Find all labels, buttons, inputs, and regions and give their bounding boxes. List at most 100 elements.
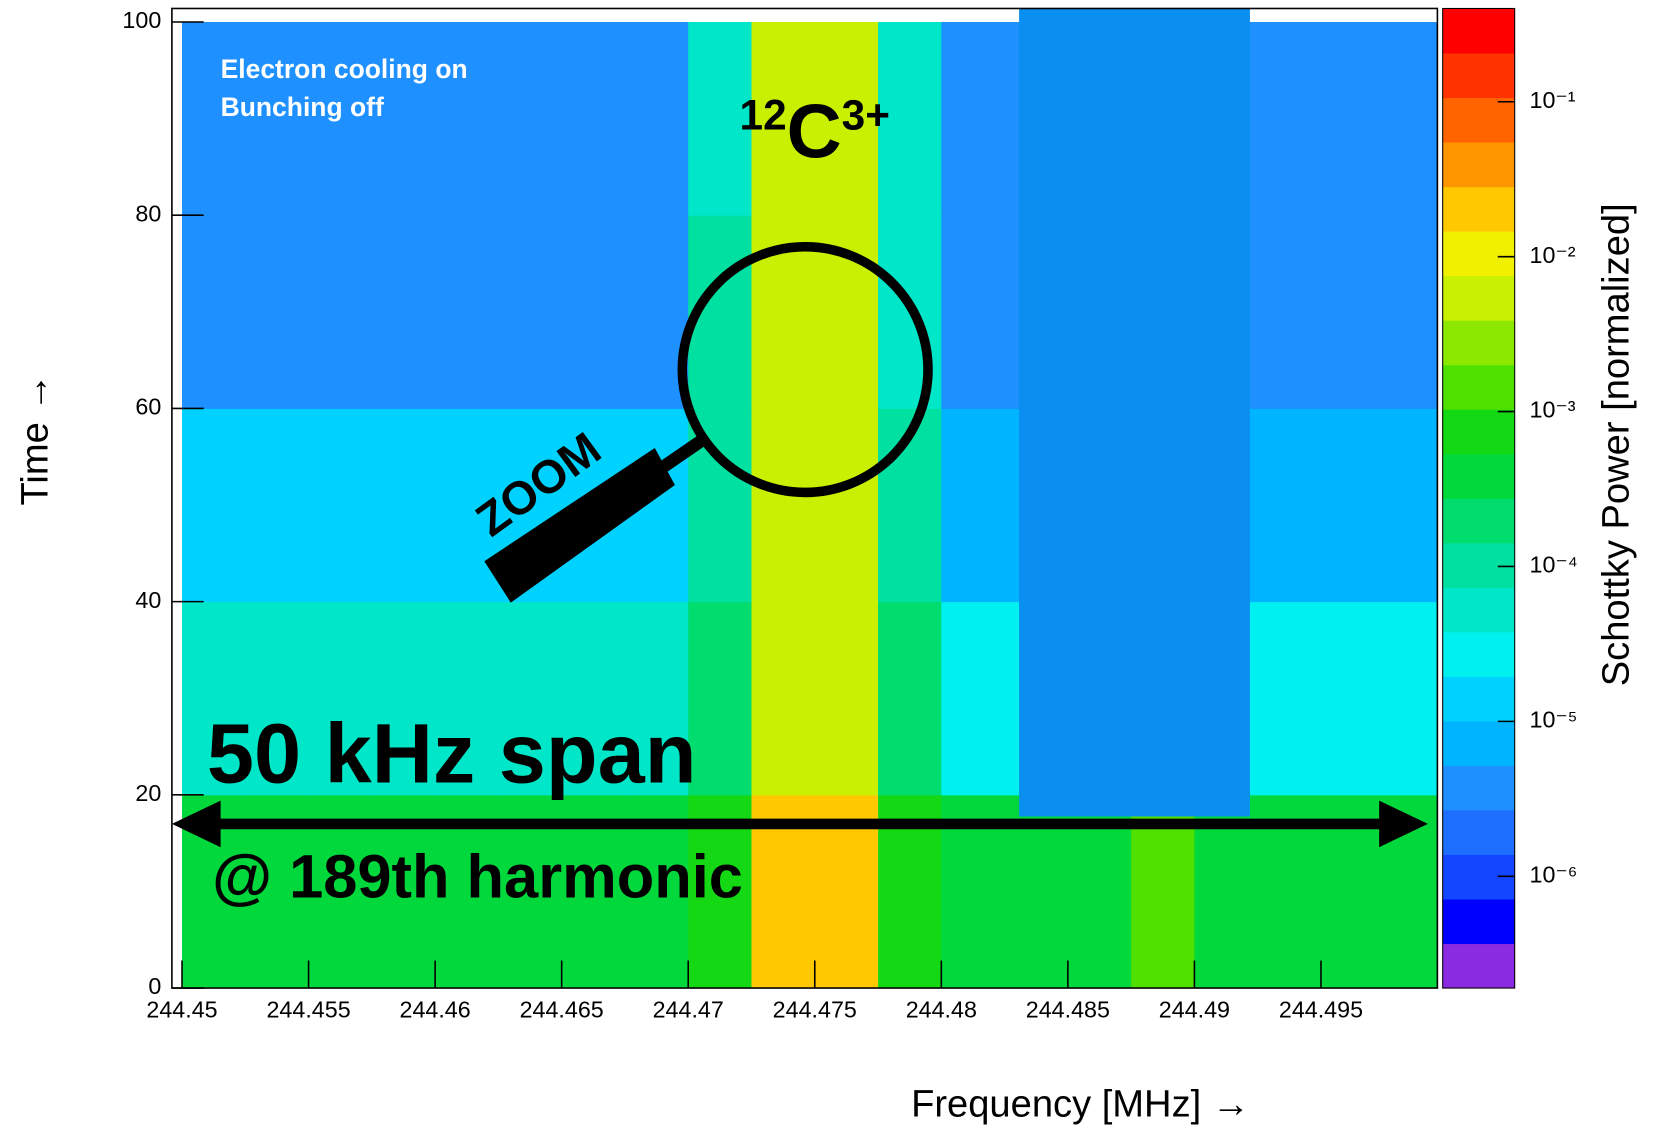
annotation: Bunching off	[221, 92, 384, 122]
heatmap-cell	[688, 601, 753, 796]
heatmap-cell	[1384, 601, 1438, 796]
x-tick-label: 244.49	[1159, 996, 1230, 1022]
colorbar	[1442, 8, 1515, 989]
heatmap-cell	[1257, 408, 1322, 603]
colorbar-swatch	[1442, 409, 1515, 455]
heatmap-cell	[308, 408, 373, 603]
heatmap-cell	[1320, 408, 1385, 603]
heatmap-cell	[941, 601, 1006, 796]
y-axis-label: Time →	[13, 373, 56, 505]
heatmap-cell	[182, 601, 246, 796]
colorbar-swatch	[1442, 142, 1515, 188]
colorbar-swatch	[1442, 52, 1515, 99]
colorbar-swatch	[1442, 765, 1515, 811]
colorbar-swatch	[1442, 498, 1515, 544]
x-tick-label: 244.475	[773, 996, 857, 1022]
colorbar-swatch	[1442, 364, 1515, 410]
heatmap-cell	[878, 21, 942, 216]
colorbar-tick-label: 10⁻⁴	[1530, 552, 1578, 578]
heatmap-cell	[814, 21, 879, 216]
heatmap-cell	[182, 21, 246, 216]
span-label: 50 kHz span	[207, 706, 697, 801]
heatmap-cell	[751, 21, 816, 216]
heatmap-cell	[1320, 21, 1385, 216]
colorbar-tick-label: 10⁻⁶	[1530, 861, 1578, 887]
ion-element: C	[787, 90, 842, 175]
x-tick-label: 244.45	[146, 996, 217, 1022]
heatmap-cell	[435, 601, 499, 796]
x-tick-label: 244.455	[266, 996, 350, 1022]
heatmap-cell	[308, 21, 373, 216]
heatmap-cell	[688, 21, 753, 216]
heatmap-cell	[308, 215, 373, 409]
heatmap-cell	[941, 21, 1006, 216]
x-tick-label: 244.495	[1279, 996, 1363, 1022]
y-tick-label: 100	[122, 7, 161, 33]
ion-mass: 12	[740, 92, 787, 139]
heatmap-cell	[371, 408, 436, 603]
heatmap-cell	[751, 601, 816, 796]
heatmap-cell	[1320, 601, 1385, 796]
x-tick-label: 244.48	[906, 996, 977, 1022]
colorbar-swatch	[1442, 275, 1515, 321]
heatmap-cell	[1384, 21, 1438, 216]
ion-label: 12C3+	[740, 90, 890, 175]
x-tick-label: 244.465	[520, 996, 604, 1022]
heatmap-cell	[245, 215, 310, 409]
heatmap-cell	[1320, 215, 1385, 409]
colorbar-swatch	[1442, 631, 1515, 677]
heatmap-cell	[371, 601, 436, 796]
heatmap-cell	[561, 601, 626, 796]
harmonic-label: @ 189th harmonic	[212, 842, 743, 911]
heatmap-cell	[561, 215, 626, 409]
heatmap-cell	[1257, 601, 1322, 796]
heatmap-cell	[561, 21, 626, 216]
heatmap-cell	[245, 21, 310, 216]
x-tick-label: 244.485	[1026, 996, 1110, 1022]
colorbar-swatch	[1442, 943, 1515, 989]
colorbar-swatch	[1442, 453, 1515, 499]
plot-frame	[171, 7, 1439, 989]
heatmap-cell	[498, 215, 563, 409]
heatmap-cell	[182, 215, 246, 409]
heatmap-cell	[245, 601, 310, 796]
annotation: Electron cooling on	[221, 54, 468, 84]
heatmap-cell	[941, 408, 1006, 603]
y-tick-label: 60	[135, 394, 161, 420]
heatmap-cell	[182, 408, 246, 603]
span-arrow	[171, 800, 1428, 848]
heatmap-cell	[1257, 215, 1322, 409]
colorbar-frame	[1442, 7, 1516, 989]
colorbar-swatch	[1442, 8, 1515, 54]
heatmap-cell	[751, 408, 816, 603]
colorbar-swatch	[1442, 587, 1515, 633]
y-tick-label: 80	[135, 200, 161, 226]
heatmap-cell	[1257, 21, 1322, 216]
heatmap-cell	[941, 215, 1006, 409]
heatmap-cell	[435, 408, 499, 603]
colorbar-tick-label: 10⁻²	[1530, 242, 1576, 268]
colorbar-swatch	[1442, 809, 1515, 855]
colorbar-swatch	[1442, 720, 1515, 766]
heatmap-cell	[1384, 408, 1438, 603]
y-tick-label: 0	[148, 973, 161, 999]
heatmap-cell	[498, 601, 563, 796]
ion-charge: 3+	[842, 92, 890, 139]
y-tick-label: 20	[135, 780, 161, 806]
colorbar-swatch	[1442, 542, 1515, 588]
heatmap-cell	[624, 601, 689, 796]
heatmap-cell	[435, 21, 499, 216]
x-tick-label: 244.46	[400, 996, 471, 1022]
heatmap-cell	[371, 215, 436, 409]
heatmap-cell	[308, 601, 373, 796]
colorbar-tick-label: 10⁻¹	[1530, 87, 1576, 113]
colorbar-swatch	[1442, 320, 1515, 366]
colorbar-swatch	[1442, 231, 1515, 277]
colorbar-swatch	[1442, 186, 1515, 232]
colorbar-swatch	[1442, 97, 1515, 143]
heatmap-cell	[498, 21, 563, 216]
heatmap-cell	[245, 408, 310, 603]
heatmap-cell	[878, 601, 942, 796]
